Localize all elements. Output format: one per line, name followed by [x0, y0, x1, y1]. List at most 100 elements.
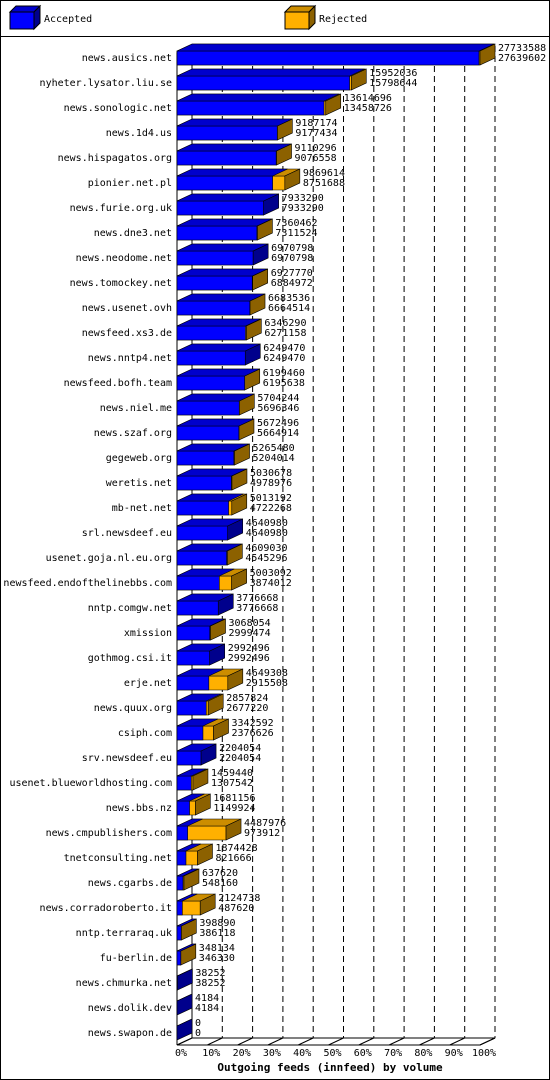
bar-rejected-side — [210, 618, 226, 641]
x-tick-label: 70% — [384, 1048, 402, 1059]
value-label: 637620 — [202, 868, 238, 879]
value-label: 4640980 — [246, 518, 288, 529]
bar-accepted — [176, 200, 264, 216]
bar-accepted-top — [176, 893, 198, 902]
x-tick — [479, 1037, 496, 1046]
value-label: 2992496 — [228, 643, 270, 654]
bar-accepted — [176, 625, 211, 641]
bar-accepted-side — [177, 968, 193, 991]
y-tick-label: erje.net — [124, 678, 172, 689]
value-label: 9177434 — [295, 128, 337, 139]
y-tick-label: fu-berlin.de — [100, 953, 172, 964]
bar-accepted-top — [176, 218, 273, 227]
value-label: 6970798 — [271, 243, 313, 254]
y-tick-label: news.niel.me — [100, 403, 172, 414]
bar-accepted-side — [252, 243, 269, 266]
bar-accepted — [176, 325, 246, 341]
value-label: 7933290 — [282, 193, 324, 204]
y-tick-label: gothmog.csi.it — [88, 653, 172, 664]
bar-rejected-side — [213, 718, 229, 741]
bar-accepted-side — [263, 193, 279, 216]
bar-accepted — [176, 575, 220, 591]
bar-accepted — [176, 375, 245, 391]
value-label: 4978976 — [250, 478, 292, 489]
bar-accepted — [176, 775, 192, 791]
y-tick-label: news.cgarbs.de — [88, 878, 172, 889]
bar-accepted-top — [176, 943, 196, 952]
bar-rejected-side — [225, 818, 242, 841]
bar-rejected-side — [246, 318, 262, 341]
bar-accepted — [176, 875, 184, 891]
value-label: 6970798 — [271, 253, 313, 264]
value-label: 3068054 — [229, 618, 271, 629]
y-tick-label: gegeweb.org — [106, 453, 172, 464]
legend-swatch — [9, 11, 35, 30]
bar-accepted-side — [209, 643, 225, 666]
value-label: 5003092 — [250, 568, 292, 579]
value-label: 7360462 — [275, 218, 317, 229]
value-label: 5204014 — [253, 453, 295, 464]
y-tick-label: xmission — [124, 628, 172, 639]
value-label: 487620 — [218, 903, 254, 914]
x-tick — [297, 1037, 314, 1046]
bar-accepted-top — [176, 443, 249, 452]
x-tick — [328, 1037, 344, 1046]
y-tick-label: news.dne3.net — [94, 228, 172, 239]
bar-accepted-top — [176, 368, 260, 377]
value-label: 27733588 — [498, 43, 546, 54]
y-tick-label: csiph.com — [118, 728, 172, 739]
y-tick-label: news.cmpublishers.com — [46, 828, 172, 839]
x-tick-label: 0% — [175, 1048, 187, 1059]
y-tick-label: news.1d4.us — [106, 128, 172, 139]
bar-rejected-side — [479, 43, 496, 66]
bar-accepted — [176, 275, 253, 291]
value-label: 3776668 — [236, 593, 278, 604]
bar-accepted-top — [176, 143, 292, 152]
value-label: 348134 — [199, 943, 235, 954]
y-tick-label: srv.newsdeef.eu — [82, 753, 172, 764]
bar-accepted-side — [217, 593, 234, 616]
value-label: 973912 — [244, 828, 280, 839]
y-tick-label: usenet.goja.nl.eu.org — [46, 553, 172, 564]
value-label: 8751688 — [303, 178, 345, 189]
y-tick-label: nntp.terraraq.uk — [76, 928, 172, 939]
bar-accepted — [176, 450, 235, 466]
bar-accepted-side — [227, 518, 244, 541]
value-label: 6249470 — [263, 343, 305, 354]
x-tick — [449, 1037, 465, 1046]
bar-accepted-top — [176, 793, 205, 802]
bar-accepted — [176, 400, 240, 416]
bar-accepted — [176, 125, 278, 141]
y-tick-label: news.corradoroberto.it — [40, 903, 172, 914]
y-tick-label: news.hispagatos.org — [58, 153, 172, 164]
value-label: 6195638 — [263, 378, 305, 389]
value-label: 2915508 — [246, 678, 288, 689]
bar-accepted-top — [176, 93, 340, 102]
bar-accepted — [176, 225, 258, 241]
x-tick — [419, 1037, 435, 1046]
legend-swatch — [308, 4, 316, 31]
bar-rejected-side — [195, 793, 211, 816]
y-tick-label: tnetconsulting.net — [64, 853, 172, 864]
value-label: 346330 — [199, 953, 235, 964]
value-label: 2204054 — [219, 743, 261, 754]
bar-accepted-top — [176, 293, 265, 302]
bar-accepted — [176, 825, 188, 841]
bar-accepted-side — [176, 1018, 193, 1041]
value-label: 5013192 — [250, 493, 292, 504]
value-label: 386118 — [199, 928, 235, 939]
bar-accepted-top — [176, 718, 219, 727]
bar-accepted — [176, 650, 210, 666]
value-label: 9187174 — [295, 118, 337, 129]
value-label: 6664514 — [268, 303, 310, 314]
bar-accepted — [176, 850, 187, 866]
value-label: 6346290 — [264, 318, 306, 329]
value-label: 6249470 — [263, 353, 305, 364]
x-tick-label: 40% — [293, 1048, 311, 1059]
bar-accepted — [176, 175, 273, 191]
value-label: 5664914 — [257, 428, 299, 439]
value-label: 15952036 — [369, 68, 417, 79]
value-label: 38252 — [195, 968, 225, 979]
x-tick-label: 30% — [263, 1048, 281, 1059]
value-label: 2124738 — [218, 893, 260, 904]
